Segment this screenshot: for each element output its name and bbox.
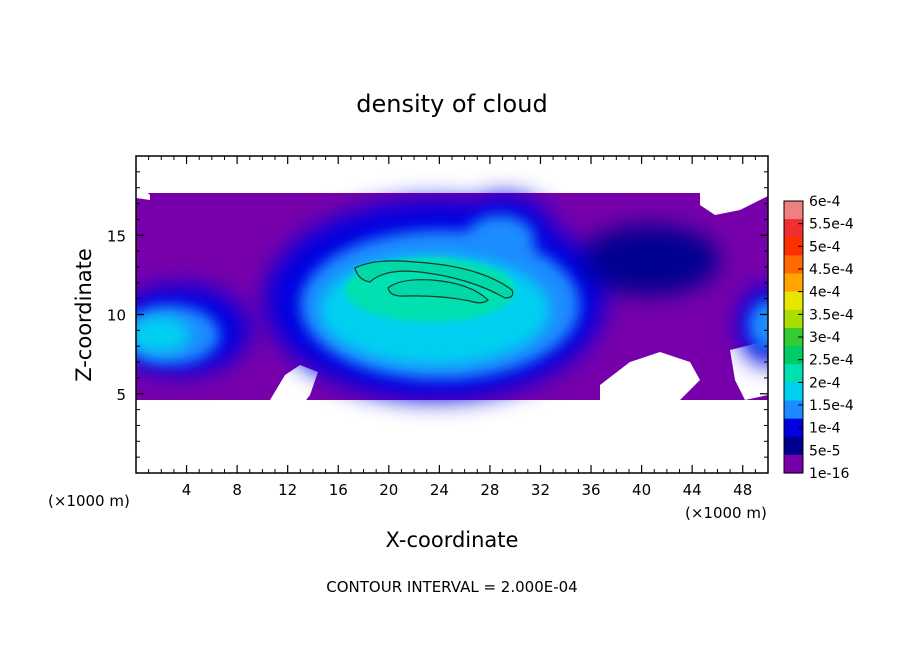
colorbar-swatch (784, 255, 803, 275)
colorbar-label: 5e-4 (809, 239, 841, 255)
colorbar-label: 5e-5 (809, 443, 840, 459)
chart-title: density of cloud (356, 90, 547, 118)
colorbar-swatch (784, 291, 803, 311)
colorbar-label: 2e-4 (809, 375, 841, 391)
y-tick-group: 5 10 15 (107, 171, 768, 458)
x-tick-label: 40 (632, 481, 651, 499)
blob-left-inner (136, 317, 190, 353)
x-tick-label: 48 (733, 481, 752, 499)
blob-right-upper-outer (580, 225, 720, 295)
core-contour-lower (387, 279, 489, 304)
colorbar-swatch (784, 219, 803, 238)
x-tick-label: 44 (683, 481, 702, 499)
x-unit-label-left: (×1000 m) (48, 492, 130, 510)
cloud-holes-top-left (136, 186, 150, 200)
y-tick-label: 5 (116, 386, 126, 404)
colorbar-label: 3e-4 (809, 330, 841, 346)
colorbar-swatch (784, 309, 803, 329)
colorbar-label: 3.5e-4 (809, 307, 854, 323)
x-tick-label: 12 (278, 481, 297, 499)
colorbar-label: 4e-4 (809, 285, 841, 301)
core-contour-upper (354, 260, 514, 299)
colorbar-swatch (784, 436, 803, 456)
x-tick-label: 32 (531, 481, 550, 499)
colorbar-swatch (784, 201, 803, 220)
cloud-holes-top-right (700, 186, 768, 215)
y-tick-label: 10 (107, 307, 126, 325)
colorbar-swatch (784, 327, 803, 347)
cloud-holes-bottom-right (600, 352, 700, 408)
colorbar: 6e-4 5.5e-4 5e-4 4.5e-4 4e-4 3.5e-4 3e-4 2.5e-4… (783, 194, 854, 482)
colorbar-swatch (784, 454, 803, 474)
x-tick-label: 4 (182, 481, 192, 499)
colorbar-swatch (784, 273, 803, 293)
colorbar-label: 1e-4 (809, 421, 841, 437)
colorbar-label: 2.5e-4 (809, 353, 854, 369)
x-tick-label: 28 (480, 481, 499, 499)
x-tick-label: 24 (430, 481, 449, 499)
x-tick-label: 36 (581, 481, 600, 499)
colorbar-label: 1e-16 (809, 466, 849, 482)
x-tick-label: 16 (329, 481, 348, 499)
colorbar-swatch (784, 364, 803, 383)
x-unit-label-right: (×1000 m) (685, 504, 767, 522)
colorbar-label: 1.5e-4 (809, 398, 854, 414)
blob-right-edge-mid (748, 300, 768, 350)
colorbar-swatch (784, 382, 803, 402)
x-axis-label: X-coordinate (386, 528, 519, 552)
contour-interval-note: CONTOUR INTERVAL = 2.000E-04 (326, 578, 577, 596)
blob-top-mid (465, 215, 535, 265)
colorbar-swatch (784, 346, 803, 365)
colorbar-swatch (784, 418, 803, 438)
x-tick-group: 4 8 12 16 20 24 28 32 36 40 44 48 (148, 156, 756, 499)
x-tick-label: 8 (232, 481, 242, 499)
y-axis-label: Z-coordinate (72, 248, 96, 382)
colorbar-label: 5.5e-4 (809, 217, 854, 233)
x-tick-label: 20 (379, 481, 398, 499)
colorbar-swatch (784, 400, 803, 420)
y-tick-label: 15 (107, 227, 126, 245)
colorbar-label: 4.5e-4 (809, 262, 854, 278)
colorbar-label: 6e-4 (809, 194, 841, 210)
cloud-holes-bottom (270, 365, 318, 408)
colorbar-swatch (784, 237, 803, 256)
